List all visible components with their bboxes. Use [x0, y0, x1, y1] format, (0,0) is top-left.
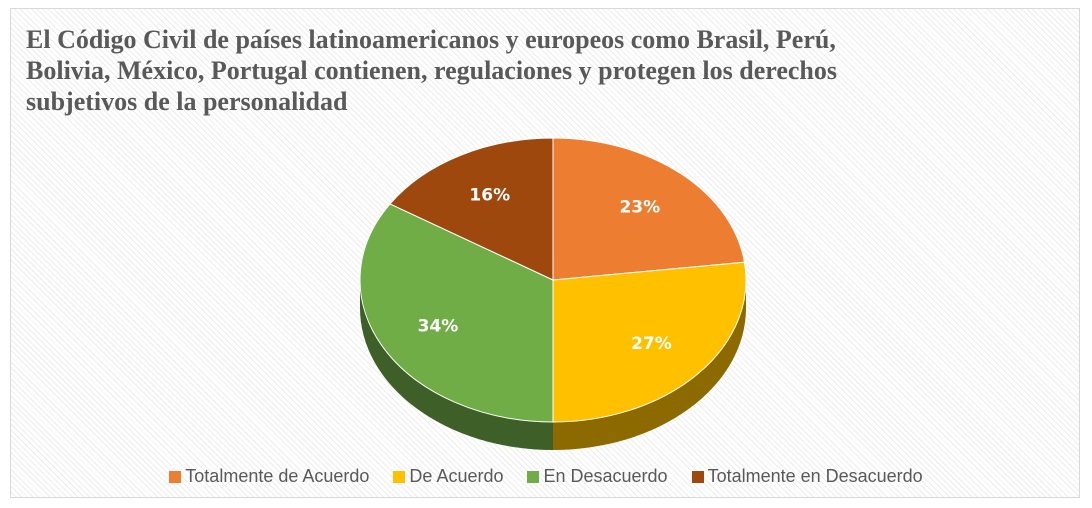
slice-side: [553, 280, 746, 450]
legend-swatch: [169, 470, 182, 483]
chart-title: El Código Civil de países latinoamerican…: [26, 25, 837, 116]
slice-side: [360, 280, 553, 450]
legend-item: Totalmente en Desacuerdo: [691, 466, 923, 487]
data-label: 23%: [619, 198, 660, 218]
data-label: 16%: [469, 185, 510, 205]
slice: [552, 137, 746, 281]
legend-item: De Acuerdo: [393, 466, 503, 487]
legend-swatch: [691, 470, 704, 483]
legend-item: En Desacuerdo: [527, 466, 668, 487]
slice: [389, 137, 554, 281]
legend-label: Totalmente de Acuerdo: [185, 466, 370, 486]
slice: [359, 203, 554, 423]
legend-label: En Desacuerdo: [543, 466, 668, 486]
data-label: 34%: [418, 317, 459, 337]
slice: [552, 261, 747, 423]
legend-swatch: [527, 470, 540, 483]
legend-label: Totalmente en Desacuerdo: [707, 466, 923, 486]
legend-swatch: [393, 470, 406, 483]
data-label: 27%: [631, 334, 672, 354]
legend: Totalmente de Acuerdo De Acuerdo En Desacu…: [0, 466, 1092, 487]
legend-item: Totalmente de Acuerdo: [169, 466, 369, 487]
legend-label: De Acuerdo: [409, 466, 504, 486]
